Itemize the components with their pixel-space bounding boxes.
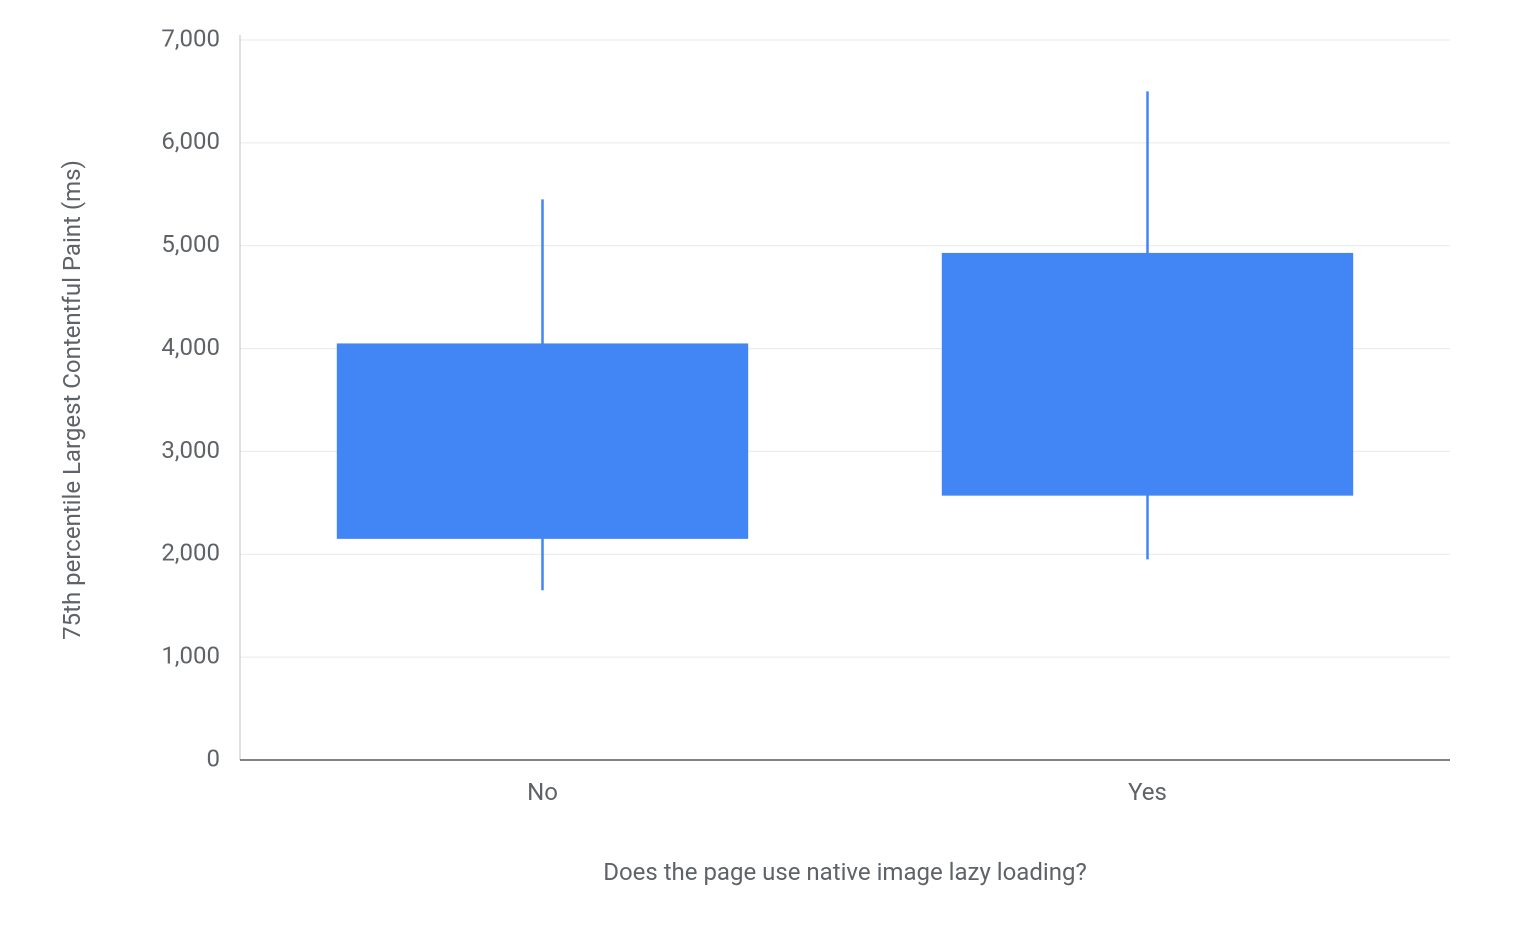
y-tick-label: 2,000 bbox=[161, 539, 220, 567]
y-tick-label: 0 bbox=[207, 744, 221, 772]
box-no bbox=[337, 343, 748, 538]
y-tick-label: 7,000 bbox=[161, 24, 220, 52]
y-tick-label: 3,000 bbox=[161, 436, 220, 464]
box-yes bbox=[942, 253, 1353, 496]
x-tick-label: No bbox=[527, 778, 558, 806]
x-axis-title: Does the page use native image lazy load… bbox=[603, 858, 1087, 886]
boxplot-chart: 0 1,000 2,000 3,000 4,000 5,000 6,000 7,000 No Ye… bbox=[0, 0, 1540, 940]
y-tick-label: 4,000 bbox=[161, 333, 220, 361]
y-axis-title: 75th percentile Largest Contentful Paint… bbox=[58, 160, 86, 640]
y-tick-label: 5,000 bbox=[161, 230, 220, 258]
y-tick-label: 1,000 bbox=[161, 641, 220, 669]
chart-svg: 0 1,000 2,000 3,000 4,000 5,000 6,000 7,000 No Ye… bbox=[0, 0, 1540, 940]
x-tick-label: Yes bbox=[1128, 778, 1167, 806]
y-tick-label: 6,000 bbox=[161, 127, 220, 155]
